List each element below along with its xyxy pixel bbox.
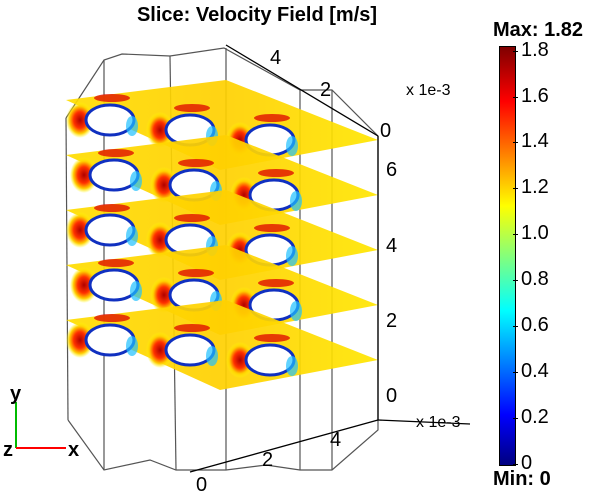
colorbar-tick-mark: [513, 326, 518, 328]
colorbar-tick-label: 1.0: [521, 222, 549, 245]
plot-title: Slice: Velocity Field [m/s]: [136, 4, 378, 26]
colorbar-tick-label: 0.2: [521, 406, 549, 429]
z-tick-4: 4: [270, 47, 281, 69]
orientation-triad: y z x: [3, 383, 79, 461]
x-tick-2: 2: [262, 449, 273, 471]
colorbar-tick-label: 0: [521, 452, 533, 474]
colorbar-tick-mark: [513, 372, 518, 374]
colorbar-tick-label: 0.8: [521, 268, 549, 291]
colorbar-tick-mark: [513, 280, 518, 282]
triad-z-label: z: [3, 439, 13, 461]
slice-planes: [66, 80, 378, 390]
colorbar-tick-mark: [513, 418, 518, 420]
z-tick-2: 2: [320, 79, 331, 101]
colorbar-tick-label: 0.6: [521, 314, 549, 337]
colorbar-tick-label: 1.4: [521, 130, 549, 153]
x-tick-0: 0: [196, 474, 207, 493]
colorbar-tick-label: 0.4: [521, 360, 549, 383]
axis-lines: [189, 44, 471, 473]
triad-y-label: y: [10, 383, 22, 405]
colorbar-tick-label: 1.2: [521, 176, 549, 199]
slice-plane: [66, 80, 378, 170]
top-multiplier: x 1e-3: [406, 82, 451, 99]
colorbar-tick-mark: [513, 96, 518, 98]
colorbar-tick-mark: [513, 234, 518, 236]
slice-plane: [66, 245, 378, 335]
colorbar-tick-mark: [513, 142, 518, 144]
y-tick-2: 2: [386, 310, 397, 332]
slice-plane: [66, 300, 378, 390]
colorbar-tick-label: 1.8: [521, 38, 549, 61]
colorbar-tick-label: 1.6: [521, 84, 549, 107]
axis-ticks: 4 2 0 x 1e-3 6 4 2 0 x 1e-3 4 2 0: [196, 47, 461, 493]
colorbar-max: Max: 1.82: [493, 19, 584, 41]
colorbar-tick-mark: [513, 50, 518, 52]
colorbar-min: Min: 0: [493, 468, 551, 490]
z-tick-0: 0: [380, 120, 391, 142]
bottom-multiplier: x 1e-3: [416, 414, 461, 431]
colorbar-tick-mark: [513, 188, 518, 190]
colorbar-tick-mark: [513, 464, 518, 465]
triad-x-label: x: [68, 439, 79, 461]
y-tick-4: 4: [386, 235, 397, 257]
x-tick-4: 4: [330, 429, 341, 451]
y-tick-0: 0: [386, 385, 397, 407]
colorbar: [499, 46, 516, 466]
y-tick-6: 6: [386, 159, 397, 181]
